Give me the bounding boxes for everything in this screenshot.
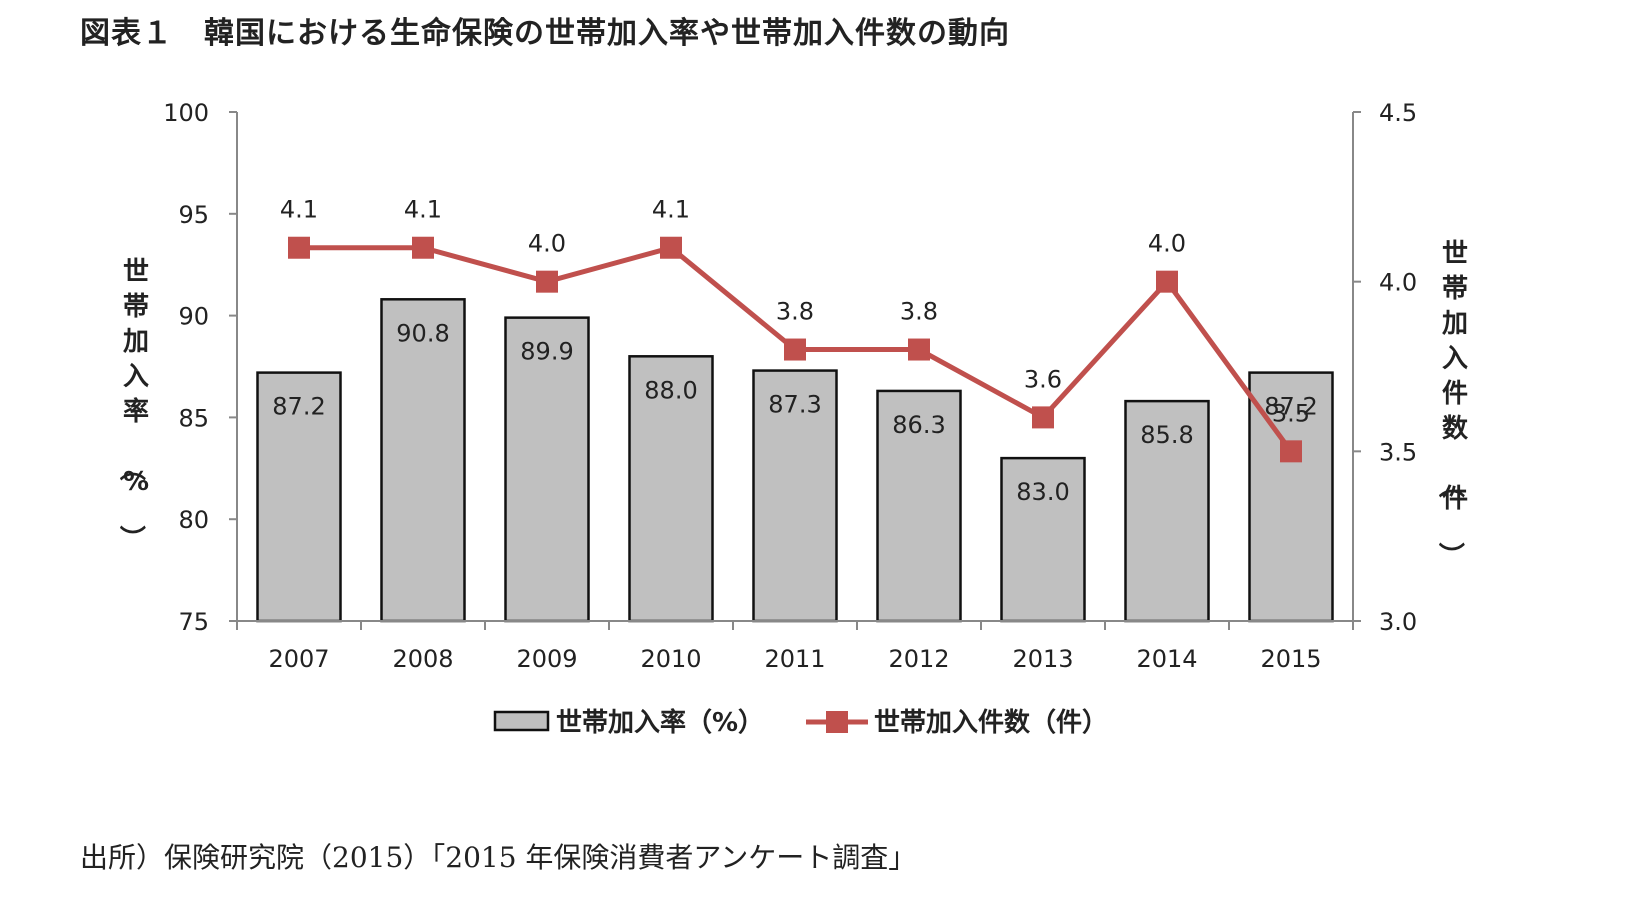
legend-line-marker [826,711,848,733]
line-data-label: 4.1 [652,196,690,224]
bar [256,371,342,623]
bar [1000,456,1086,623]
line-marker [1280,440,1302,463]
axis-titles: 世帯加入率（%） 世帯加入件数（件） [116,239,1469,568]
line-data-label: 3.8 [900,298,938,326]
y-left-tick-label: 75 [178,608,209,636]
y-left-tick-label: 80 [178,506,209,534]
line-marker [1156,270,1178,293]
data-labels: 87.2 90.8 89.9 88.0 87.3 86.3 83.0 85.8 87.2 4.1 4… [272,196,1317,506]
bar-data-label: 87.2 [272,393,325,421]
y-left-axis-title: 世帯加入率（%） [116,257,149,551]
x-tick-label: 2008 [392,645,453,673]
legend-bar-swatch [493,710,550,732]
legend: 世帯加入率（%） 世帯加入件数（件） [493,707,1108,738]
y-left-tick-label: 95 [178,201,209,229]
y-right-tick-label: 3.0 [1379,608,1417,636]
line-marker [412,236,434,259]
figure-title: 図表１ 韓国における生命保険の世帯加入率や世帯加入件数の動向 [80,16,1010,51]
bar-data-label: 89.9 [520,338,573,366]
y-right-tick-label: 3.5 [1379,438,1417,466]
x-tick-label: 2014 [1136,645,1197,673]
line-marker [908,338,930,361]
bar [1124,399,1210,623]
line-marker [1032,406,1054,429]
y-left-tick-label: 100 [163,99,209,127]
line-marker [660,236,682,259]
bar-data-label: 87.3 [768,391,821,419]
combo-chart: 75 80 85 90 95 100 3.0 3.5 4.0 4.5 2007 2008 2009 201… [116,99,1469,738]
chart-axes: 75 80 85 90 95 100 3.0 3.5 4.0 4.5 2007 2008 2009 201… [163,99,1417,673]
x-tick-label: 2007 [268,645,329,673]
legend-line-label: 世帯加入件数（件） [874,708,1108,738]
line-data-label: 4.0 [1148,230,1186,258]
bar-data-label: 86.3 [892,411,945,439]
y-left-tick-label: 90 [178,303,209,331]
bar-data-label: 83.0 [1016,478,1069,506]
y-right-tick-label: 4.0 [1379,269,1417,297]
figure-source: 出所）保険研究院（2015）「2015 年保険消費者アンケート調査」 [80,841,917,874]
x-tick-label: 2015 [1260,645,1321,673]
bar-data-label: 85.8 [1140,421,1193,449]
bar-data-label: 90.8 [396,319,449,347]
y-right-tick-label: 4.5 [1379,99,1417,127]
bar-data-label: 87.2 [1264,393,1317,421]
line-marker [536,270,558,293]
x-tick-label: 2009 [516,645,577,673]
line-data-label: 4.1 [404,196,442,224]
x-tick-label: 2010 [640,645,701,673]
y-left-tick-label: 85 [178,404,209,432]
line-data-label: 4.1 [280,196,318,224]
line-marker [288,236,310,259]
line-data-label: 4.0 [528,230,566,258]
line-data-label: 3.6 [1024,365,1062,393]
bar [504,316,590,623]
line-data-label: 3.5 [1272,399,1310,427]
line-marker [784,338,806,361]
line-series [288,236,1302,463]
legend-bar-label: 世帯加入率（%） [556,707,764,738]
line-data-label: 3.8 [776,298,814,326]
bar-data-label: 88.0 [644,376,697,404]
x-tick-label: 2013 [1012,645,1073,673]
x-tick-label: 2011 [764,645,825,673]
x-tick-label: 2012 [888,645,949,673]
y-right-axis-title: 世帯加入件数（件） [1435,239,1469,568]
bar [380,298,466,623]
